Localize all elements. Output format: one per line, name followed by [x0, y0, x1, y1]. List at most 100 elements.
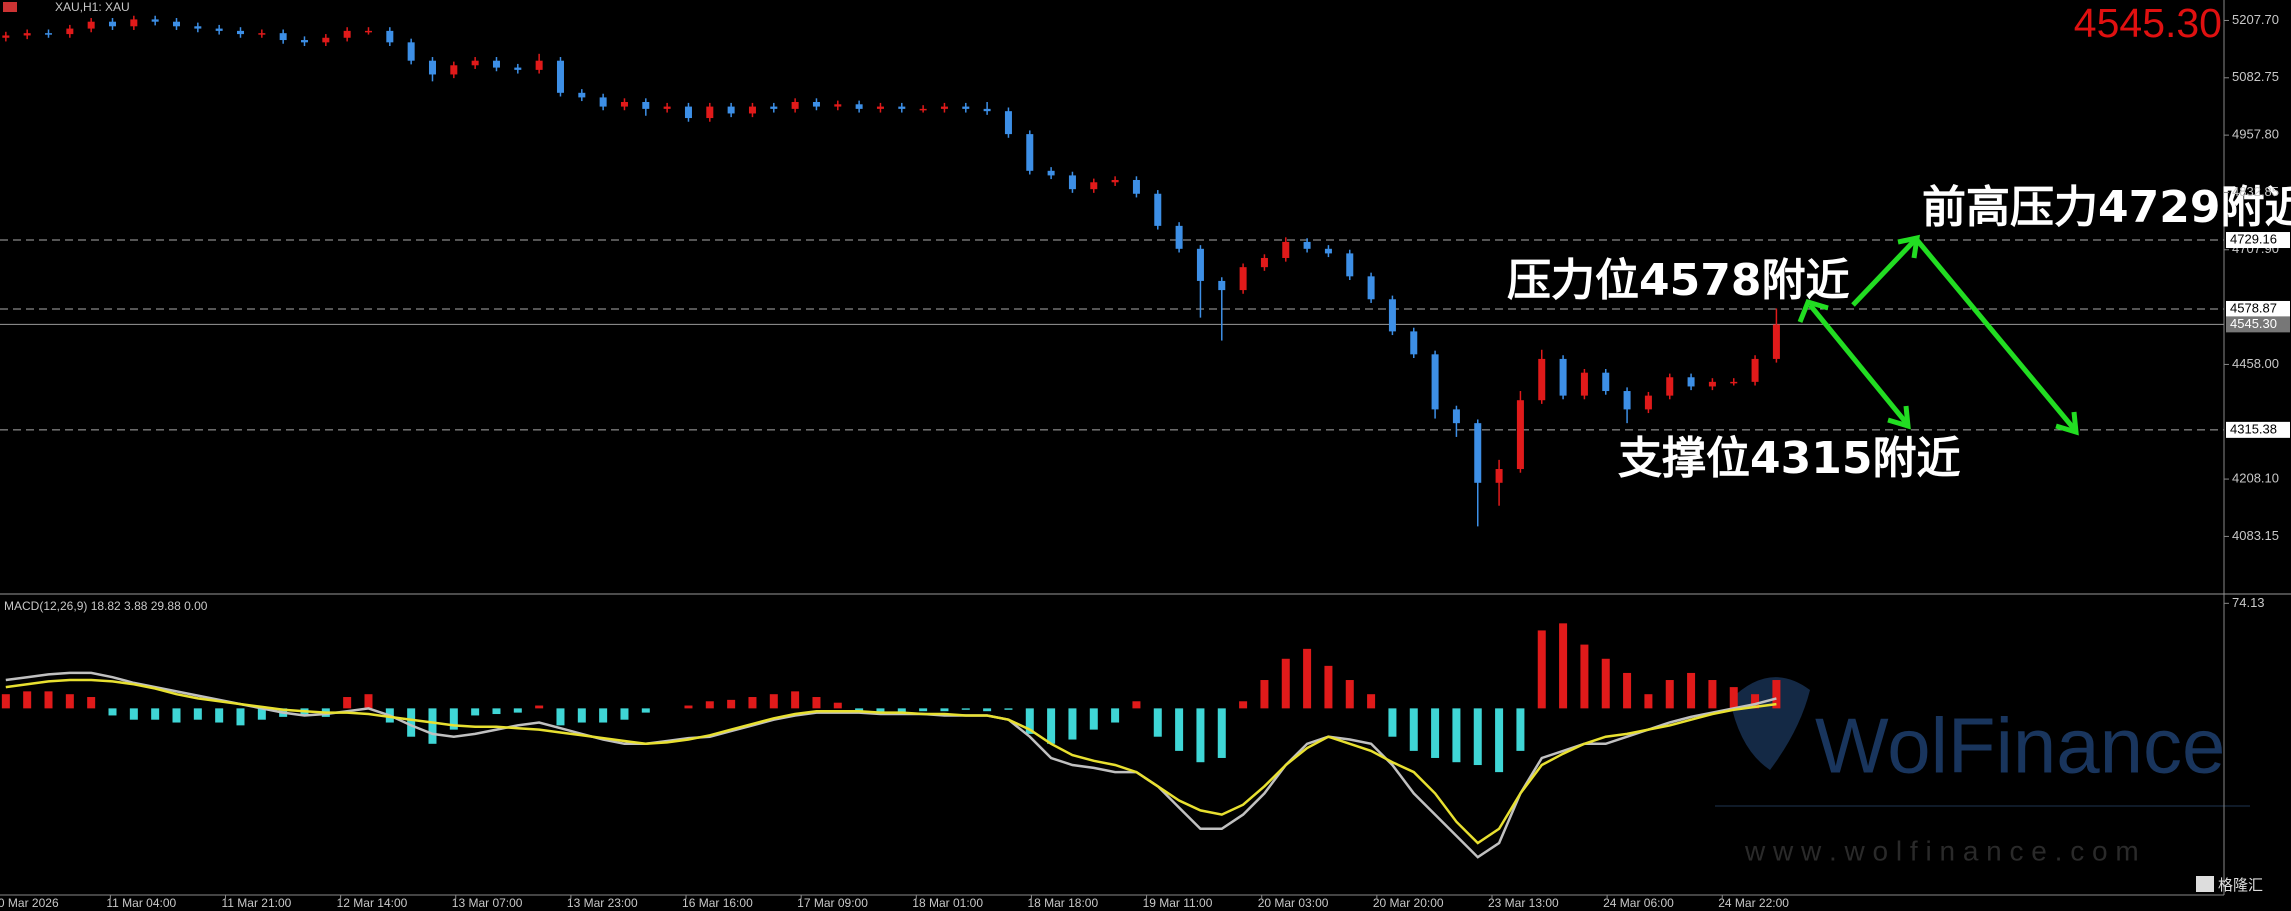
candle-body	[1047, 170, 1055, 176]
macd-bar	[919, 708, 928, 712]
y-tick-label: 4832.85	[2232, 184, 2279, 199]
candle-body	[1516, 400, 1524, 470]
macd-bar	[129, 708, 138, 720]
candle-body	[642, 101, 650, 109]
candle-body	[1196, 248, 1204, 281]
level-box	[2226, 300, 2290, 317]
candle-body	[2, 35, 10, 38]
macd-bar	[1495, 708, 1504, 773]
macd-bar	[193, 708, 202, 720]
macd-bar	[471, 708, 480, 716]
macd-bar	[151, 708, 160, 720]
y-tick-label: 4458.00	[2232, 356, 2279, 371]
candle-body	[1666, 377, 1674, 396]
candle-body	[215, 28, 223, 31]
candle-body	[428, 60, 436, 75]
x-tick-label: 12 Mar 14:00	[337, 896, 408, 910]
macd-bar	[65, 694, 74, 709]
logo: 格隆汇	[2218, 877, 2263, 894]
macd-line	[5, 671, 1777, 859]
y-tick-label: 4957.80	[2232, 127, 2279, 142]
candle-body	[23, 33, 31, 36]
macd-bar	[641, 708, 650, 713]
macd-line	[5, 678, 1777, 845]
candle-body	[45, 33, 53, 35]
watermark: WolFinance w w w . w o l f i n a n c e .…	[1715, 677, 2250, 866]
macd-bar	[1708, 680, 1717, 709]
candle-body	[1751, 358, 1759, 382]
candle-body	[1602, 372, 1610, 392]
macd-bar	[1196, 708, 1205, 763]
candle-body	[300, 40, 308, 43]
level-label: 4315.38	[2230, 421, 2277, 436]
x-tick-label: 20 Mar 20:00	[1373, 896, 1444, 910]
candle-body	[66, 28, 74, 35]
macd-bar	[1303, 648, 1312, 709]
x-tick-label: 16 Mar 16:00	[682, 896, 753, 910]
x-tick-label: 20 Mar 03:00	[1258, 896, 1329, 910]
macd-bar	[705, 701, 714, 709]
candle-body	[1154, 193, 1162, 226]
macd-bar	[108, 708, 117, 716]
macd-bar	[1431, 708, 1440, 758]
candle-body	[1367, 276, 1375, 300]
candle-body	[194, 26, 202, 29]
watermark-icon	[1730, 677, 1810, 770]
current-price: 4545.30	[2074, 0, 2222, 46]
candle-body	[1111, 179, 1119, 183]
candle-body	[1772, 324, 1780, 359]
arrows	[1797, 234, 2079, 436]
macd-bar	[343, 697, 352, 709]
macd-bar	[1068, 708, 1077, 740]
macd-bar	[599, 708, 608, 723]
macd-bar	[428, 708, 437, 744]
y-tick-label: 4208.10	[2232, 471, 2279, 486]
macd-bar	[1537, 630, 1546, 709]
level-label: 4578.87	[2230, 300, 2277, 315]
macd-bar	[1665, 680, 1674, 709]
macd-bar	[1175, 708, 1184, 751]
candle-body	[173, 21, 181, 27]
macd-bar	[940, 708, 949, 712]
annotation: 前高压力4729附近	[1922, 182, 2291, 233]
annotation: 支撑位4315附近	[1618, 433, 1960, 484]
macd-bar	[364, 694, 373, 709]
candle-body	[1090, 182, 1098, 190]
candle-body	[258, 33, 266, 35]
candle-body	[962, 106, 970, 109]
candle-body	[471, 60, 479, 66]
x-tick-label: 18 Mar 18:00	[1027, 896, 1098, 910]
arrow-head	[1897, 234, 1921, 259]
candle-body	[1388, 299, 1396, 332]
x-tick-label: 11 Mar 21:00	[222, 896, 292, 910]
candle-body	[151, 19, 159, 22]
candle-body	[898, 106, 906, 109]
macd-bar	[1153, 708, 1162, 737]
candle-body	[1260, 257, 1268, 268]
macd-bar	[961, 708, 970, 710]
candle-body	[919, 108, 927, 111]
candle-body	[1623, 391, 1631, 410]
macd-bar	[1047, 708, 1056, 744]
flag-icon	[3, 2, 17, 12]
candle-body	[1346, 253, 1354, 277]
candle-body	[1324, 248, 1332, 254]
candle-body	[514, 67, 522, 70]
macd-bar	[87, 697, 96, 709]
candle-body	[983, 108, 991, 112]
macd-bar	[236, 708, 245, 726]
candle-body	[535, 60, 543, 70]
macd-bar	[983, 708, 992, 712]
candle-body	[834, 104, 842, 107]
candle-body	[1218, 280, 1226, 291]
arrow	[1851, 238, 1917, 307]
macd-bar	[1388, 708, 1397, 737]
macd-bar	[577, 708, 586, 723]
candle-body	[1580, 372, 1588, 396]
candle-body	[130, 19, 138, 27]
candle-body	[236, 30, 244, 35]
candle-body	[87, 21, 95, 29]
macd-bar	[1367, 694, 1376, 709]
candle-body	[407, 42, 415, 61]
